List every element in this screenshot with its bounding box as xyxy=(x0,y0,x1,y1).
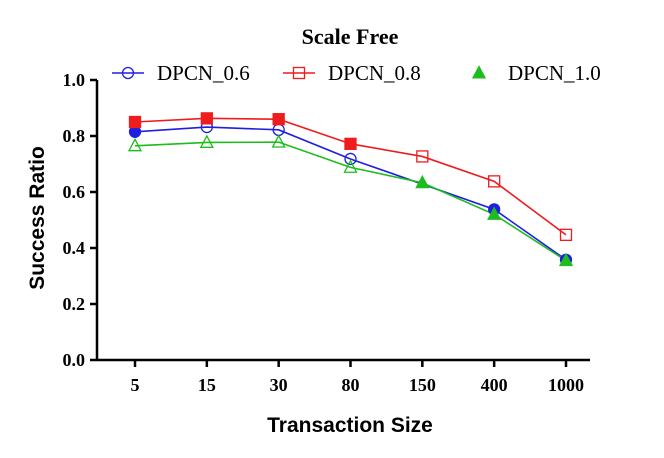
legend-item-dpcn-0-8: DPCN_0.8 xyxy=(283,61,421,85)
y-axis-label: Success Ratio xyxy=(26,146,49,290)
data-point-dpcn-0-8 xyxy=(416,150,429,163)
series-line-dpcn-0-6 xyxy=(134,126,567,261)
x-tick-label: 150 xyxy=(409,375,436,395)
x-tick-label: 1000 xyxy=(548,375,584,395)
series-line-dpcn-0-8 xyxy=(134,117,567,236)
y-tick-label: 0.6 xyxy=(63,182,86,202)
legend-label: DPCN_1.0 xyxy=(508,61,601,85)
y-tick-label: 0.0 xyxy=(63,350,86,370)
data-point-dpcn-1-0 xyxy=(199,134,214,148)
data-point-dpcn-0-6 xyxy=(344,152,357,166)
data-point-dpcn-0-8 xyxy=(128,115,142,129)
data-point-dpcn-1-0 xyxy=(558,252,574,267)
data-point-dpcn-1-0 xyxy=(271,134,286,148)
chart-title: Scale Free xyxy=(302,24,399,49)
plot-area xyxy=(127,112,574,267)
data-point-dpcn-1-0 xyxy=(415,174,430,189)
x-tick-label: 80 xyxy=(342,375,360,395)
x-tick-label: 400 xyxy=(481,375,508,395)
x-tick-label: 5 xyxy=(131,375,140,395)
y-tick-label: 0.4 xyxy=(63,238,86,258)
data-point-dpcn-0-8 xyxy=(344,137,357,150)
data-point-dpcn-0-8 xyxy=(200,112,213,125)
axes: 0.0 0.2 0.4 0.6 0.8 1.0 5 15 30 80 150 400 1000 xyxy=(63,70,590,395)
data-point-dpcn-0-8 xyxy=(488,175,501,188)
legend-label: DPCN_0.6 xyxy=(157,61,250,85)
data-point-dpcn-0-8 xyxy=(559,228,573,241)
x-tick-label: 30 xyxy=(270,375,288,395)
legend-marker xyxy=(471,65,487,79)
legend-item-dpcn-1-0: DPCN_1.0 xyxy=(471,61,601,85)
legend-marker xyxy=(121,66,135,80)
data-point-dpcn-1-0 xyxy=(343,159,358,173)
data-point-dpcn-1-0 xyxy=(127,137,143,152)
y-tick-label: 0.2 xyxy=(63,294,86,314)
y-tick-label: 1.0 xyxy=(63,70,86,90)
x-tick-label: 15 xyxy=(198,375,216,395)
legend-item-dpcn-0-6: DPCN_0.6 xyxy=(112,61,250,85)
legend: DPCN_0.6 DPCN_0.8 DPCN_1.0 xyxy=(112,61,601,85)
y-tick-label: 0.8 xyxy=(63,126,86,146)
legend-marker xyxy=(292,66,306,80)
data-point-dpcn-0-8 xyxy=(272,113,285,126)
legend-label: DPCN_0.8 xyxy=(328,61,421,85)
x-axis-label: Transaction Size xyxy=(267,414,433,437)
data-point-dpcn-1-0 xyxy=(487,206,502,220)
